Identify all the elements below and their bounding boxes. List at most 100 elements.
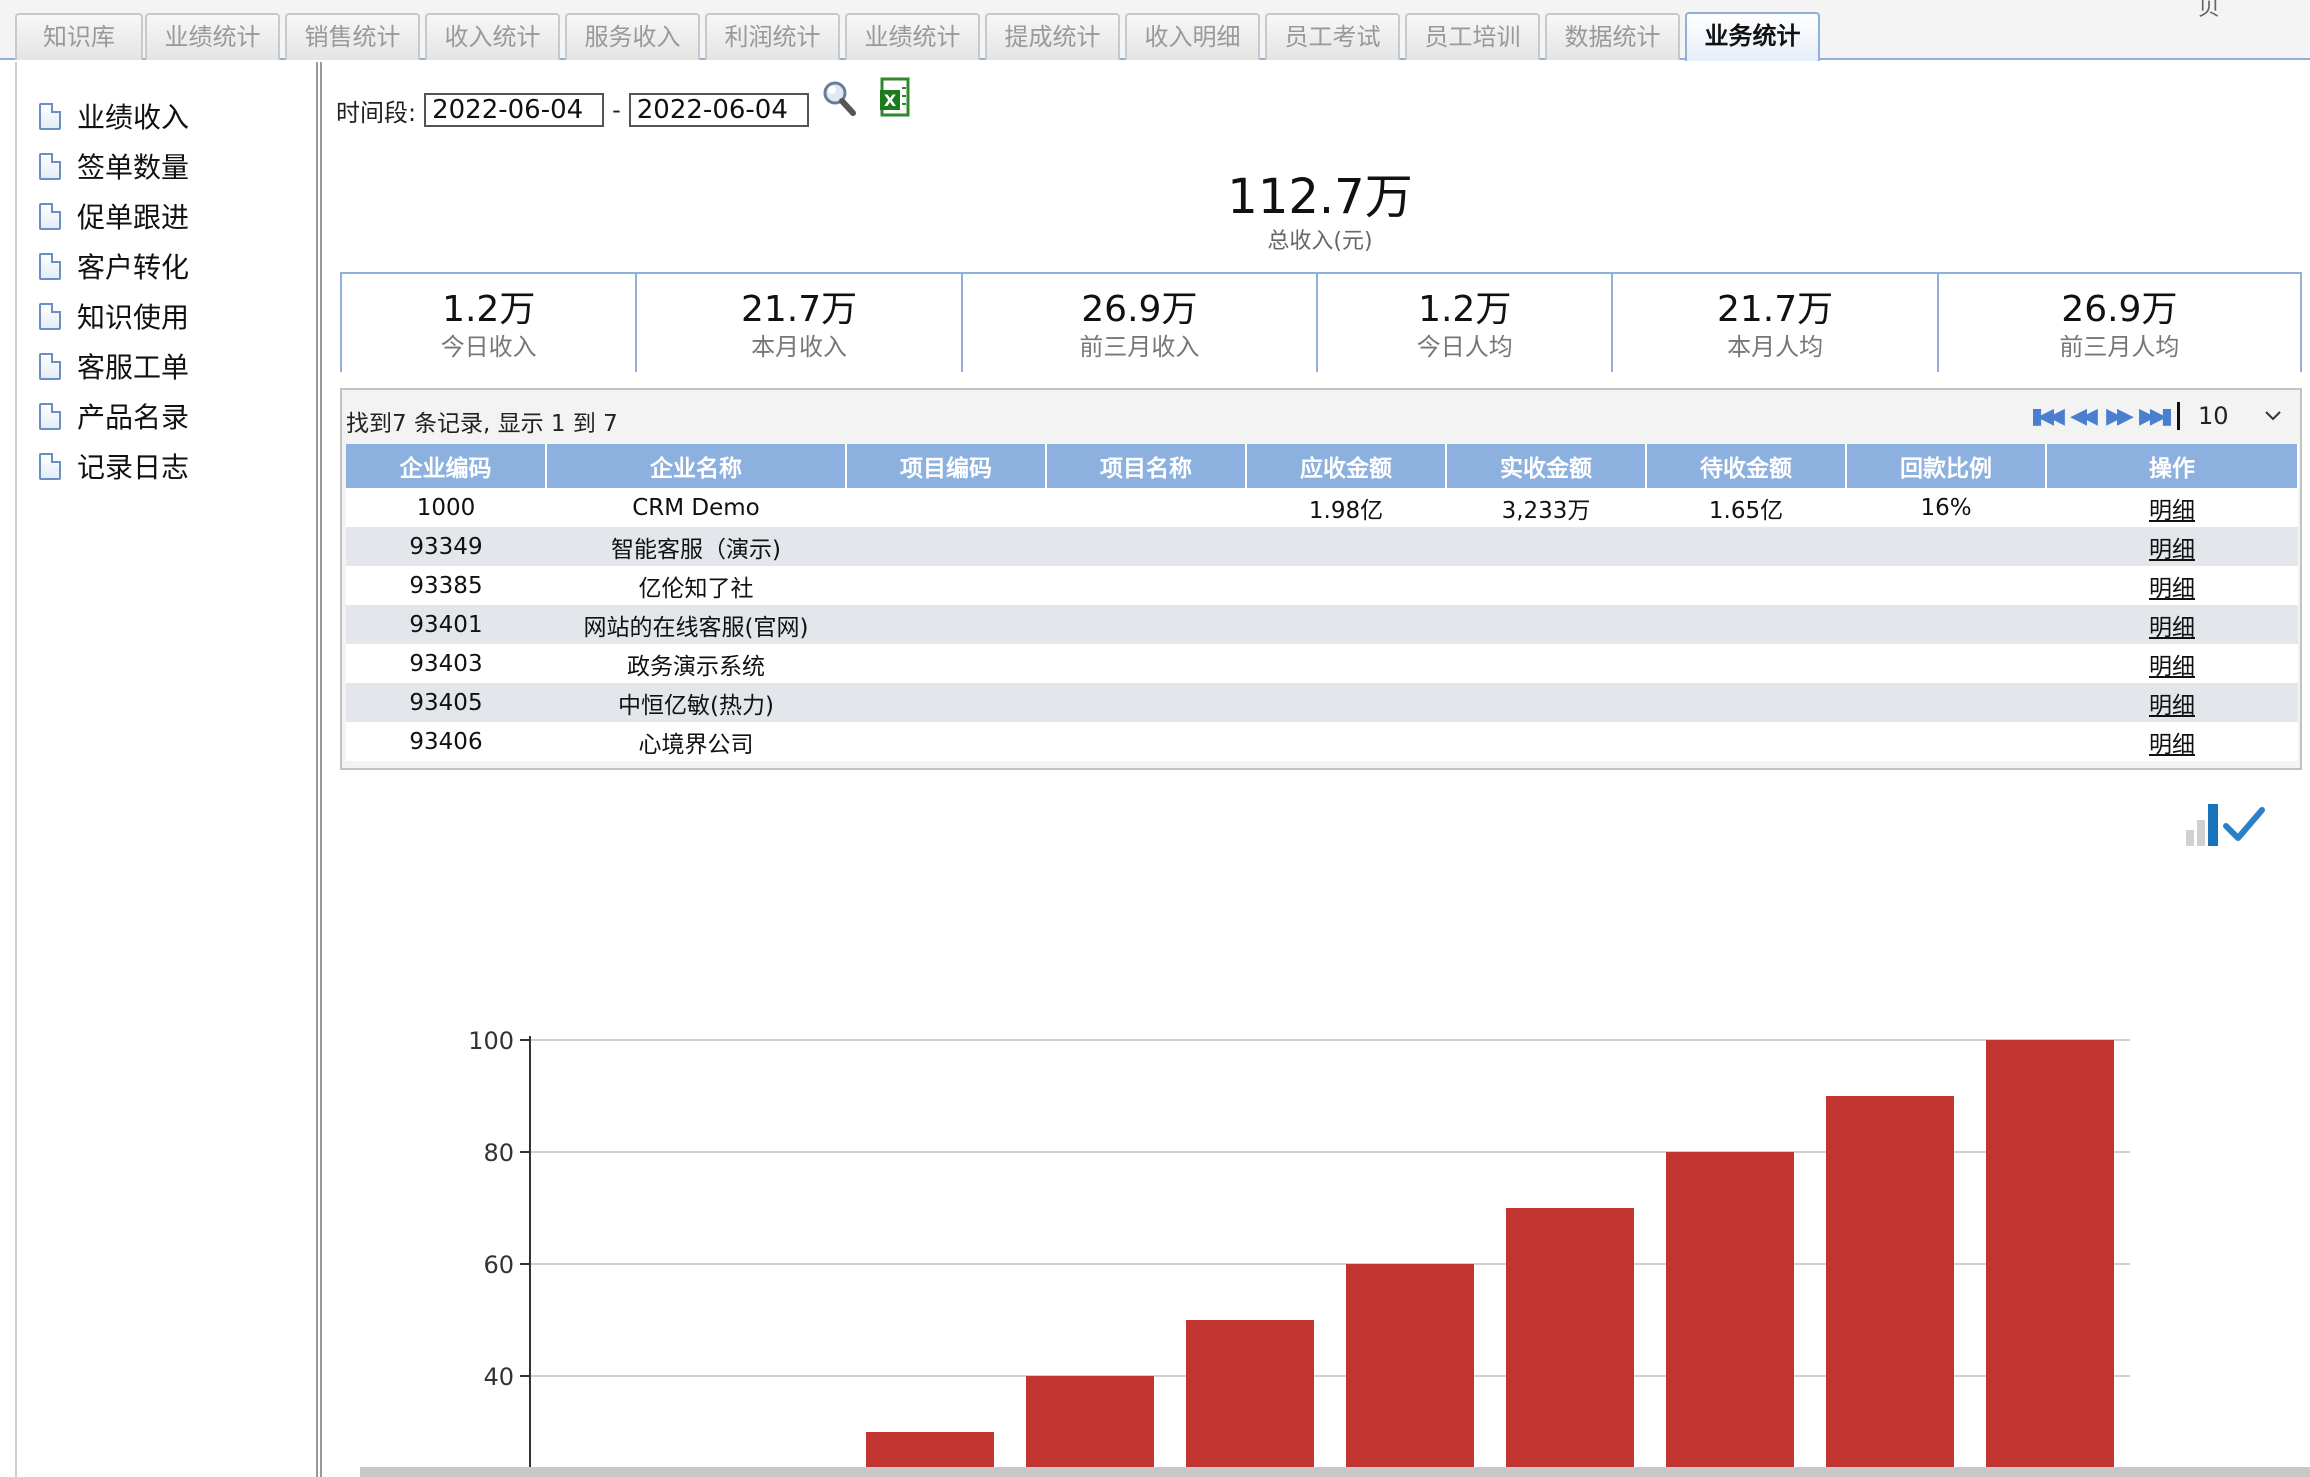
sidebar-item-7[interactable]: 产品名录 <box>39 394 189 438</box>
pager: ▮◀◀ ◀◀ ▶▶ ▶▶▮ 10 <box>2027 400 2290 432</box>
table-row: 93349 智能客服（演示) 明细 <box>346 527 2298 566</box>
detail-link[interactable]: 明细 <box>2149 692 2195 719</box>
sidebar-item-5[interactable]: 知识使用 <box>39 294 189 338</box>
tab-8[interactable]: 提成统计 <box>985 13 1120 60</box>
svg-text:X: X <box>884 91 897 110</box>
table-cell <box>1046 488 1246 527</box>
total-income-value: 112.7万 <box>1227 169 1413 225</box>
page-size-select[interactable]: 10 <box>2190 400 2290 432</box>
detail-link[interactable]: 明细 <box>2149 614 2195 641</box>
bar[interactable] <box>1186 1320 1314 1477</box>
table-cell: 93401 <box>346 605 546 644</box>
start-date-input[interactable] <box>424 93 605 127</box>
table-cell <box>1246 566 1446 605</box>
bar-chart-icon[interactable] <box>2186 804 2218 846</box>
table-cell <box>846 683 1046 722</box>
tab-6[interactable]: 利润统计 <box>705 13 840 60</box>
column-header[interactable]: 企业编码 <box>346 444 547 488</box>
stat-label: 前三月收入 <box>1079 333 1200 361</box>
tab-10[interactable]: 员工考试 <box>1265 13 1400 60</box>
table-cell: 明细 <box>2046 722 2298 761</box>
first-page-icon[interactable]: ▮◀◀ <box>2031 403 2065 429</box>
sidebar-item-3[interactable]: 促单跟进 <box>39 194 189 238</box>
bar[interactable] <box>1666 1152 1794 1477</box>
magnifier-icon[interactable] <box>820 76 860 122</box>
tab-5[interactable]: 服务收入 <box>565 13 700 60</box>
sidebar-item-label: 业绩收入 <box>77 101 190 134</box>
bar[interactable] <box>1346 1264 1474 1477</box>
column-header[interactable]: 项目名称 <box>1046 444 1247 488</box>
column-header[interactable]: 操作 <box>2046 444 2299 488</box>
sidebar-item-8[interactable]: 记录日志 <box>39 444 189 488</box>
stat-label: 今日收入 <box>440 333 537 361</box>
detail-link[interactable]: 明细 <box>2149 653 2195 680</box>
detail-link[interactable]: 明细 <box>2149 536 2195 563</box>
table-cell <box>1446 644 1646 683</box>
records-info: 找到7 条记录, 显示 1 到 7 <box>346 411 618 437</box>
bar[interactable] <box>1826 1096 1954 1477</box>
sidebar-item-1[interactable]: 业绩收入 <box>39 94 189 138</box>
table-cell <box>1646 683 1846 722</box>
tab-bar: 贝 知识库 业绩统计 销售统计 收入统计 服务收入 利润统计 业绩统计 提成统计 收入明细 员工考… <box>0 0 2310 61</box>
table-cell: 网站的在线客服(官网) <box>546 605 846 644</box>
table-cell: 亿伦知了社 <box>546 566 846 605</box>
sidebar: 业绩收入签单数量促单跟进客户转化知识使用客服工单产品名录记录日志 <box>15 62 322 1477</box>
table-cell <box>1246 527 1446 566</box>
tab-7[interactable]: 业绩统计 <box>845 13 980 60</box>
y-tick-label: 60 <box>483 1251 514 1279</box>
bar[interactable] <box>1506 1208 1634 1477</box>
tab-13[interactable]: 业务统计 <box>1685 12 1820 61</box>
tab-2[interactable]: 业绩统计 <box>145 13 280 60</box>
sidebar-item-2[interactable]: 签单数量 <box>39 144 189 188</box>
tab-3[interactable]: 销售统计 <box>285 13 420 60</box>
table-cell <box>1246 644 1446 683</box>
sidebar-item-6[interactable]: 客服工单 <box>39 344 189 388</box>
next-page-icon[interactable]: ▶▶ <box>2106 403 2134 429</box>
tab-4[interactable]: 收入统计 <box>425 13 560 60</box>
table-cell: 政务演示系统 <box>546 644 846 683</box>
prev-page-icon[interactable]: ◀◀ <box>2070 403 2098 429</box>
table-cell <box>846 605 1046 644</box>
sidebar-item-label: 记录日志 <box>77 451 190 484</box>
table-cell: 16% <box>1846 488 2046 527</box>
table-cell <box>1646 566 1846 605</box>
table-cell: 93349 <box>346 527 546 566</box>
horizontal-scrollbar[interactable] <box>360 1467 2310 1477</box>
column-header[interactable]: 项目编码 <box>846 444 1047 488</box>
excel-icon[interactable]: X <box>876 76 916 122</box>
column-header[interactable]: 回款比例 <box>1846 444 2047 488</box>
detail-link[interactable]: 明细 <box>2149 731 2195 758</box>
tab-9[interactable]: 收入明细 <box>1125 13 1260 60</box>
chevron-down-icon <box>2265 411 2281 421</box>
sidebar-item-label: 客服工单 <box>77 351 190 384</box>
detail-link[interactable]: 明细 <box>2149 575 2195 602</box>
bar[interactable] <box>1026 1376 1154 1477</box>
document-icon <box>39 252 61 280</box>
stat-label: 前三月人均 <box>2059 333 2180 361</box>
column-header[interactable]: 应收金额 <box>1246 444 1447 488</box>
stat-card: 21.7万 本月人均 <box>1613 274 1939 372</box>
table-row: 1000 CRM Demo 1.98亿 3,233万 1.65亿 16% 明细 <box>346 488 2298 527</box>
table-cell <box>1046 527 1246 566</box>
end-date-input[interactable] <box>628 93 809 127</box>
document-icon <box>39 302 61 330</box>
column-header[interactable]: 企业名称 <box>546 444 847 488</box>
detail-link[interactable]: 明细 <box>2149 497 2195 524</box>
table-cell <box>1646 527 1846 566</box>
tab-12[interactable]: 数据统计 <box>1545 13 1680 60</box>
bar[interactable] <box>1986 1040 2114 1477</box>
last-page-icon[interactable]: ▶▶▮ <box>2139 403 2173 429</box>
tab-11[interactable]: 员工培训 <box>1405 13 1540 60</box>
document-icon <box>39 202 61 230</box>
stat-card: 1.2万 今日收入 <box>342 274 638 372</box>
checkmark-icon[interactable] <box>2223 807 2265 841</box>
table-cell <box>846 722 1046 761</box>
column-header[interactable]: 实收金额 <box>1446 444 1647 488</box>
table-cell <box>1046 566 1246 605</box>
sidebar-item-4[interactable]: 客户转化 <box>39 244 189 288</box>
tab-1[interactable]: 知识库 <box>15 13 143 60</box>
column-header[interactable]: 待收金额 <box>1646 444 1847 488</box>
table-cell <box>846 488 1046 527</box>
document-icon <box>39 152 61 180</box>
table-row: 93403 政务演示系统 明细 <box>346 644 2298 683</box>
